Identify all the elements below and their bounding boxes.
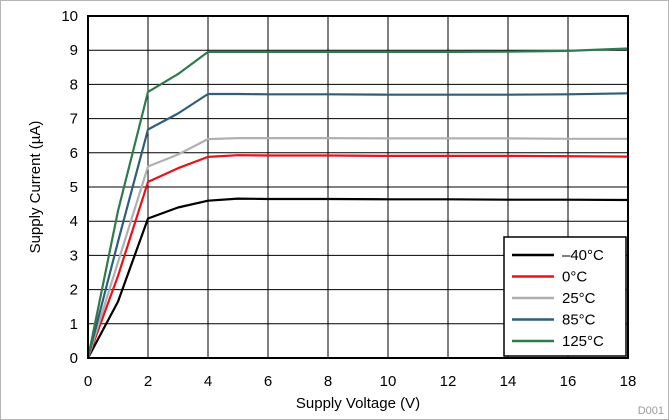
- y-axis-label: Supply Current (µA): [27, 121, 44, 254]
- legend-label-0: –40°C: [562, 247, 604, 264]
- y-tick-label-10: 10: [61, 8, 78, 25]
- figure-id: D001: [638, 405, 664, 417]
- x-tick-label-1: 2: [144, 373, 152, 390]
- y-tick-label-7: 7: [70, 111, 78, 128]
- x-tick-label-2: 4: [204, 373, 212, 390]
- y-tick-label-5: 5: [70, 179, 78, 196]
- y-tick-label-4: 4: [70, 213, 78, 230]
- x-tick-label-9: 18: [620, 373, 637, 390]
- x-tick-labels: 0 2 4 6 8 10 12 14 16 18: [84, 373, 637, 390]
- y-tick-label-9: 9: [70, 42, 78, 59]
- legend-label-1: 0°C: [562, 269, 587, 286]
- legend: –40°C 0°C 25°C 85°C 125°C: [504, 237, 626, 356]
- y-tick-labels: 0 1 2 3 4 5 6 7 8 9 10: [61, 8, 78, 367]
- y-tick-label-8: 8: [70, 76, 78, 93]
- x-tick-label-7: 14: [500, 373, 517, 390]
- x-axis-label: Supply Voltage (V): [296, 395, 420, 412]
- y-tick-label-3: 3: [70, 247, 78, 264]
- x-tick-label-0: 0: [84, 373, 92, 390]
- x-tick-label-4: 8: [324, 373, 332, 390]
- y-tick-label-1: 1: [70, 316, 78, 333]
- legend-label-2: 25°C: [562, 290, 596, 307]
- y-tick-label-6: 6: [70, 145, 78, 162]
- x-tick-label-3: 6: [264, 373, 272, 390]
- legend-label-3: 85°C: [562, 312, 596, 329]
- x-tick-label-8: 16: [560, 373, 577, 390]
- legend-label-4: 125°C: [562, 333, 604, 350]
- x-tick-label-5: 10: [380, 373, 397, 390]
- x-tick-label-6: 12: [440, 373, 457, 390]
- y-tick-label-2: 2: [70, 282, 78, 299]
- y-tick-label-0: 0: [70, 350, 78, 367]
